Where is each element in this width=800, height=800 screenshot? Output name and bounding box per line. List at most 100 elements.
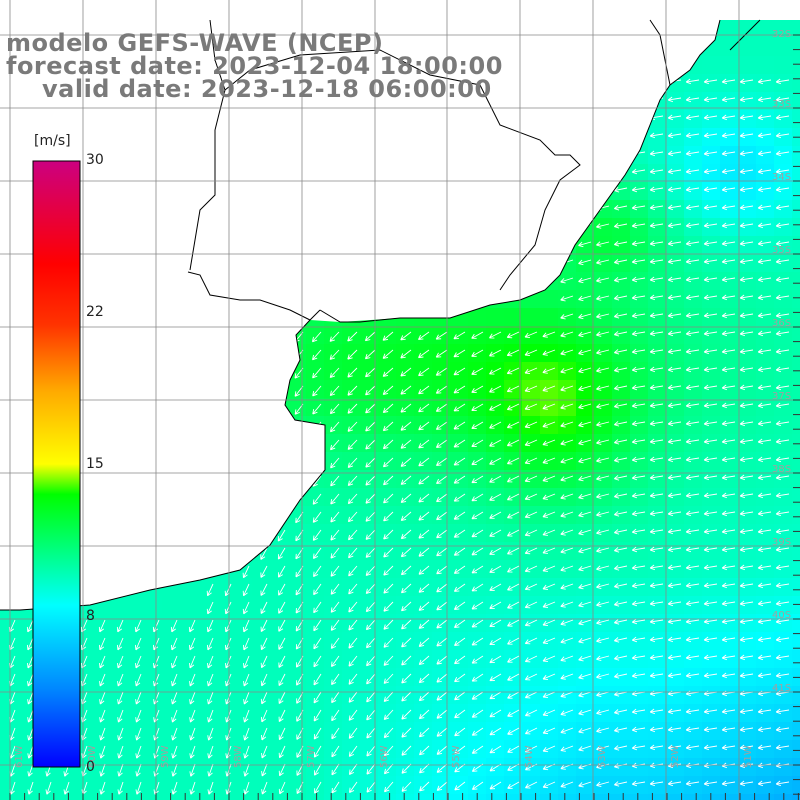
wind-arrow [703,726,718,733]
wind-speed-cell [792,722,800,741]
wind-arrow [330,565,340,577]
wind-speed-cell [648,344,667,363]
wind-speed-cell [378,506,397,525]
wind-arrow [578,673,592,680]
wind-speed-cell [612,200,631,219]
wind-speed-cell [306,398,325,417]
wind-speed-cell [432,416,451,435]
wind-arrow [27,709,34,723]
wind-speed-cell [468,776,487,795]
wind-arrow [188,637,196,651]
wind-arrow [667,186,682,193]
latitude-label: 35S [772,245,791,256]
wind-arrow [471,457,484,466]
wind-arrow [170,619,178,633]
wind-speed-cell [612,794,631,800]
wind-arrow [207,655,214,669]
wind-speed-cell [540,452,559,471]
wind-arrow [721,564,736,571]
wind-speed-cell [216,686,235,705]
wind-speed-cell [774,326,793,345]
wind-arrow [348,619,358,631]
wind-speed-cell [720,344,739,363]
wind-arrow [507,709,520,717]
wind-arrow [418,349,430,359]
wind-arrow [507,781,520,789]
wind-speed-cell [720,794,739,800]
wind-speed-cell [612,290,631,309]
wind-arrow [471,601,484,610]
wind-speed-cell [18,776,37,795]
wind-speed-cell [324,686,343,705]
wind-arrow [703,546,718,553]
wind-arrow [365,547,376,558]
wind-arrow [685,222,700,229]
wind-arrow [596,727,610,734]
wind-speed-cell [648,524,667,543]
wind-speed-cell [540,632,559,651]
wind-arrow [331,709,340,722]
wind-speed-cell [630,560,649,579]
wind-speed-cell [774,686,793,705]
wind-speed-cell [684,632,703,651]
wind-arrow [578,619,592,626]
wind-arrow [667,420,682,427]
wind-arrow [542,421,556,428]
wind-speed-cell [702,236,721,255]
wind-speed-cell [342,776,361,795]
wind-speed-cell [342,488,361,507]
wind-speed-cell [612,488,631,507]
wind-arrow [365,403,376,414]
wind-arrow [418,457,430,467]
wind-arrow [667,240,682,247]
wind-speed-cell [612,722,631,741]
wind-speed-cell [630,488,649,507]
wind-speed-cell [234,740,253,759]
wind-arrow [453,403,466,412]
wind-arrow [757,258,772,265]
wind-arrow [578,475,592,482]
wind-speed-cell [432,794,451,800]
wind-speed-cell [396,722,415,741]
wind-speed-cell [360,362,379,381]
wind-arrow [703,564,718,571]
wind-arrow [560,277,574,284]
wind-speed-cell [252,776,271,795]
wind-arrow [524,601,538,609]
wind-arrow [188,619,196,633]
wind-speed-cell [576,578,595,597]
wind-speed-cell [450,704,469,723]
wind-arrow [757,366,772,373]
wind-arrow [171,673,178,687]
wind-arrow [649,420,664,427]
wind-arrow [721,402,736,409]
wind-speed-cell [180,650,199,669]
wind-arrow [721,708,736,715]
wind-arrow [507,511,520,519]
wind-speed-cell [252,632,271,651]
wind-speed-cell [504,344,523,363]
wind-speed-cell [324,506,343,525]
wind-speed-cell [684,560,703,579]
wind-speed-cell [396,326,415,345]
wind-speed-cell [738,470,757,489]
wind-speed-cell [738,650,757,669]
wind-arrow [775,438,790,445]
wind-arrow [365,475,376,486]
wind-speed-cell [684,506,703,525]
wind-speed-cell [522,308,541,327]
wind-speed-cell [198,740,217,759]
wind-arrow [329,403,340,415]
wind-arrow [631,780,646,787]
wind-arrow [436,565,448,575]
wind-arrow [685,528,700,535]
wind-speed-cell [342,740,361,759]
wind-speed-cell [648,380,667,399]
wind-speed-cell [684,614,703,633]
wind-arrow [331,763,340,776]
wind-arrow [721,474,736,481]
wind-arrow [739,438,754,445]
wind-arrow [471,691,484,700]
wind-speed-cell [576,668,595,687]
wind-speed-cell [774,524,793,543]
